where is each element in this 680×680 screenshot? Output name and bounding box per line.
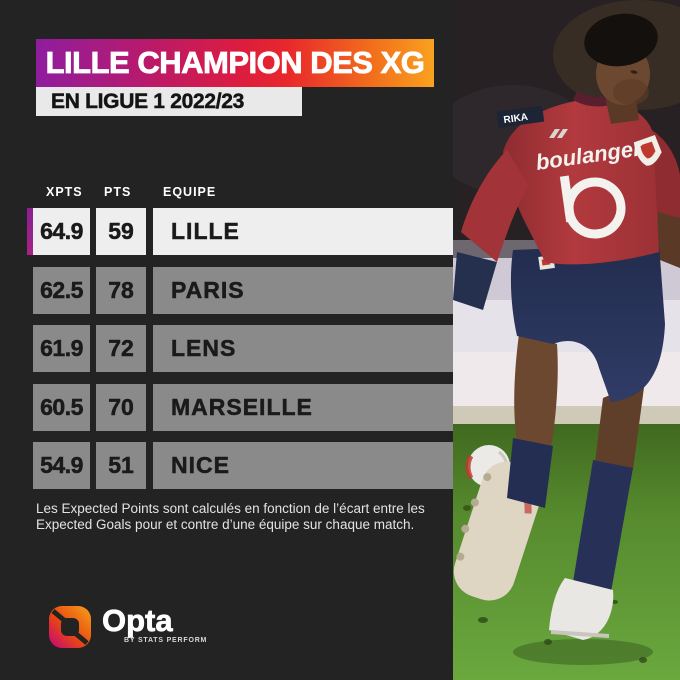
cell-xpts: 62.5 (33, 266, 90, 314)
column-header-xpts: XPTS (46, 185, 83, 199)
title-banner: LILLE CHAMPION DES XG (36, 39, 434, 87)
table-row: 60.5 70 MARSEILLE (33, 383, 453, 431)
footnote: Les Expected Points sont calculés en fon… (36, 501, 441, 533)
subtitle-banner: EN LIGUE 1 2022/23 (36, 87, 302, 116)
cell-team: LENS (153, 325, 453, 372)
opta-tagline: BY STATS PERFORM (124, 637, 208, 644)
highlight-accent-bar (27, 208, 33, 255)
cell-team: MARSEILLE (153, 383, 453, 431)
footnote-line: Expected Goals pour et contre d’une équi… (36, 517, 415, 532)
footnote-line: Les Expected Points sont calculés en fon… (36, 501, 425, 516)
column-header-equipe: EQUIPE (163, 185, 217, 199)
cell-pts: 78 (96, 266, 146, 314)
cell-team: PARIS (153, 266, 453, 314)
xpts-table: XPTS PTS EQUIPE 64.9 59 LILLE 62.5 78 PA… (27, 185, 453, 501)
cell-pts: 72 (96, 325, 146, 372)
player-photo: RIKA boulanger (453, 0, 680, 680)
cell-xpts: 60.5 (33, 383, 90, 431)
table-header: XPTS PTS EQUIPE (33, 185, 453, 199)
page-title: LILLE CHAMPION DES XG (45, 45, 425, 81)
cell-xpts: 61.9 (33, 325, 90, 372)
jersey-patch-text: RIKA (503, 112, 529, 126)
cell-pts: 59 (96, 208, 146, 255)
column-header-pts: PTS (104, 185, 132, 199)
cell-xpts: 64.9 (33, 208, 90, 255)
opta-logo-icon (47, 603, 93, 656)
cell-team: NICE (153, 442, 453, 489)
player-figure: RIKA boulanger (453, 13, 680, 640)
table-row: 64.9 59 LILLE (27, 208, 453, 255)
page-subtitle: EN LIGUE 1 2022/23 (51, 89, 245, 113)
table-row: 62.5 78 PARIS (33, 266, 453, 314)
table-row: 61.9 72 LENS (33, 325, 453, 372)
table-row: 54.9 51 NICE (33, 442, 453, 489)
cell-team: LILLE (153, 208, 453, 255)
opta-branding: Opta BY STATS PERFORM (47, 603, 207, 656)
cell-pts: 51 (96, 442, 146, 489)
cell-xpts: 54.9 (33, 442, 90, 489)
cell-pts: 70 (96, 383, 146, 431)
opta-wordmark: Opta (102, 603, 173, 638)
